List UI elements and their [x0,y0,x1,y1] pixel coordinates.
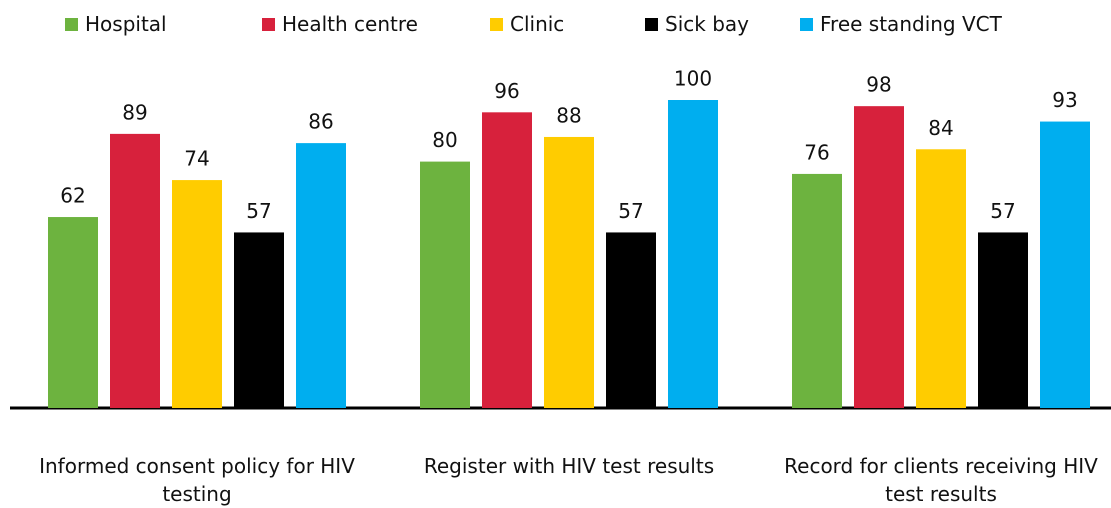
value-label: 86 [308,110,333,134]
value-label: 74 [184,147,209,171]
legend-item: Free standing VCT [800,12,1002,36]
bar [482,112,532,408]
value-label: 80 [432,128,457,152]
legend-swatch [262,17,275,31]
legend-swatch [800,17,813,31]
bar [172,180,222,408]
bar [606,232,656,408]
value-label: 93 [1052,88,1077,112]
bar [544,136,594,408]
bar [1040,121,1090,408]
bar [668,100,718,408]
x-tick-label: Informed consent policy for HIV testing [39,454,355,506]
value-label: 100 [674,67,712,91]
bar [916,149,966,408]
legend-item: Clinic [490,12,564,36]
legend: Hospital Health centre Clinic Sick bay Free … [0,12,1111,40]
legend-swatch [645,17,658,31]
x-tick-label: Record for clients receiving HIV test re… [784,454,1098,506]
value-label: 57 [990,199,1015,223]
legend-item: Hospital [65,12,167,36]
legend-label: Hospital [85,12,167,36]
value-label: 57 [618,199,643,223]
x-tick-label: Register with HIV test results [423,454,715,478]
legend-item: Sick bay [645,12,749,36]
bar [978,232,1028,408]
bar [110,133,160,408]
bar [792,173,842,408]
legend-label: Health centre [282,12,418,36]
legend-label: Free standing VCT [820,12,1002,36]
bar [234,232,284,408]
value-label: 89 [122,100,147,124]
value-label: 96 [494,79,519,103]
bar [48,217,98,408]
bar [296,143,346,408]
value-label: 88 [556,103,581,127]
bar [420,161,470,408]
legend-item: Health centre [262,12,418,36]
legend-swatch [490,17,503,31]
value-label: 57 [246,199,271,223]
legend-label: Sick bay [665,12,749,36]
value-label: 98 [866,73,891,97]
legend-swatch [65,17,78,31]
value-label: 62 [60,184,85,208]
bar [854,106,904,408]
legend-label: Clinic [510,12,565,36]
value-label: 84 [928,116,953,140]
value-label: 76 [804,140,829,164]
